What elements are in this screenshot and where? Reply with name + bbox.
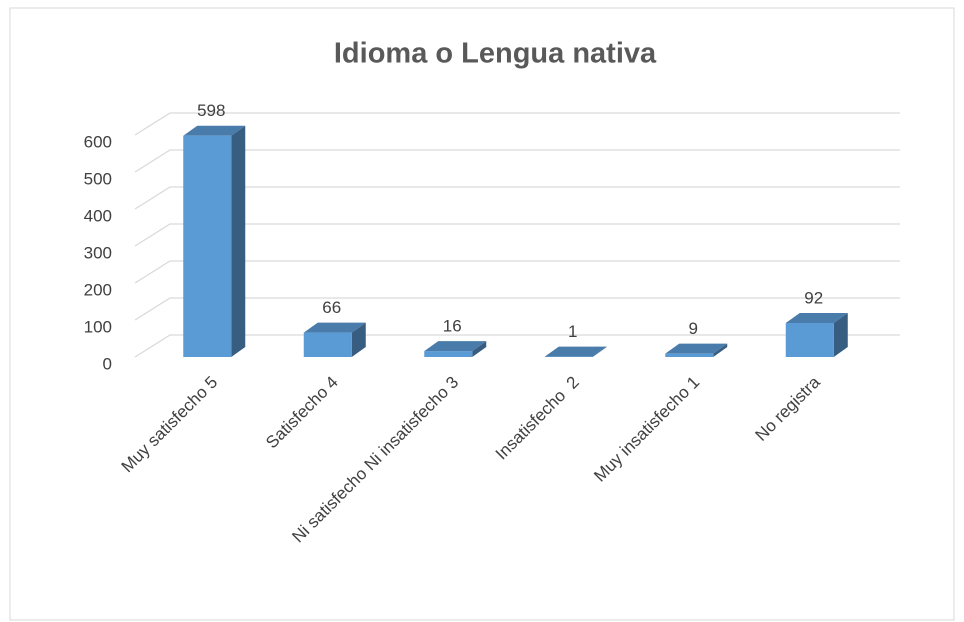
y-tick-label: 300 [84, 243, 112, 262]
bar-top [665, 343, 728, 354]
y-tick-label: 600 [84, 132, 112, 151]
bar-top [544, 346, 607, 357]
y-tick-label: 200 [84, 280, 112, 299]
grid-line [134, 149, 900, 173]
data-label: 1 [568, 322, 577, 341]
bar [183, 135, 232, 357]
y-tick-label: 500 [84, 169, 112, 188]
chart-title: Idioma o Lengua nativa [334, 38, 657, 70]
bar-top [785, 312, 848, 323]
bar [665, 353, 714, 357]
y-tick-label: 0 [103, 354, 112, 373]
bar-top [424, 341, 487, 352]
bar-top [183, 125, 246, 136]
chart-border [9, 7, 955, 621]
bar [303, 332, 352, 357]
data-label: 16 [443, 317, 462, 336]
data-label: 598 [197, 101, 225, 120]
data-label: 66 [322, 298, 341, 317]
data-label: 92 [804, 288, 823, 307]
y-tick-label: 400 [84, 206, 112, 225]
y-tick-label: 100 [84, 317, 112, 336]
bar-side [351, 322, 366, 357]
grid-line [134, 223, 900, 247]
grid-line [134, 297, 900, 321]
data-label: 9 [689, 319, 698, 338]
bar [785, 322, 834, 357]
bar [424, 351, 473, 357]
grid-line [134, 260, 900, 284]
bar-side [472, 341, 487, 357]
grid-line [134, 112, 900, 136]
bar-side [231, 125, 246, 358]
bar-top [303, 322, 366, 333]
grid-line [134, 186, 900, 210]
bar-side [713, 343, 728, 357]
grid-line [134, 334, 900, 358]
bar-side [833, 312, 848, 357]
bar-side [592, 346, 607, 357]
